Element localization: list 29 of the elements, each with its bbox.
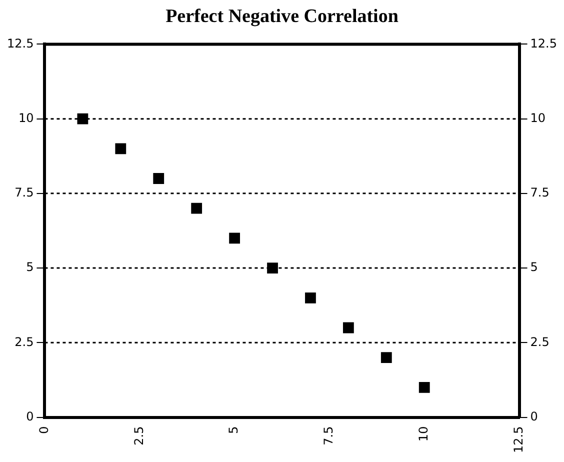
point: [342, 322, 354, 334]
point: [115, 143, 126, 154]
y-tick-label: 12.5: [7, 36, 34, 50]
point: [418, 382, 430, 393]
chart-title: Perfect Negative Correlation: [164, 6, 400, 29]
point: [191, 202, 202, 214]
x-tick-label: 2.5: [132, 426, 146, 446]
y2-tick-label: 10: [530, 110, 546, 125]
point: [229, 232, 240, 244]
y-tick-label: 7.5: [14, 186, 34, 200]
y-tick-label: 0: [26, 409, 34, 424]
x-tick-label: 7.5: [322, 426, 336, 446]
y2-tick-label: 7.5: [530, 186, 550, 200]
point: [267, 262, 278, 274]
y2-tick-label: 0: [530, 409, 538, 424]
point: [153, 173, 164, 184]
y-tick-label: 2.5: [14, 334, 34, 349]
x-tick-label: 12.5: [511, 426, 526, 453]
y-tick-label: 10: [18, 110, 34, 125]
x-tick-label: 5: [226, 426, 241, 434]
y2-tick-label: 2.5: [530, 334, 550, 349]
point: [380, 352, 392, 364]
point: [305, 292, 316, 304]
point: [77, 113, 88, 124]
x-tick-label: 0: [36, 426, 51, 434]
y-tick-label: 5: [26, 260, 34, 274]
y2-tick-label: 5: [530, 260, 538, 274]
x-tick-label: 10: [416, 426, 430, 442]
y2-tick-label: 12.5: [530, 36, 557, 50]
